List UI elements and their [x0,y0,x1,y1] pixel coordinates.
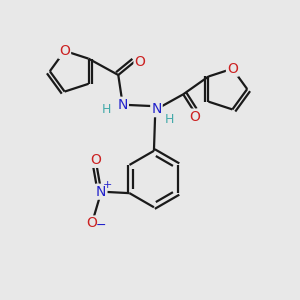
Text: O: O [190,110,200,124]
Text: O: O [90,153,101,167]
Text: −: − [96,219,106,232]
Text: N: N [118,98,128,112]
Text: O: O [134,55,146,69]
Text: N: N [151,102,162,116]
Text: O: O [59,44,70,58]
Text: H: H [102,103,111,116]
Text: N: N [96,185,106,199]
Text: O: O [227,62,238,76]
Text: O: O [86,217,97,230]
Text: H: H [164,113,174,126]
Text: +: + [103,180,112,190]
